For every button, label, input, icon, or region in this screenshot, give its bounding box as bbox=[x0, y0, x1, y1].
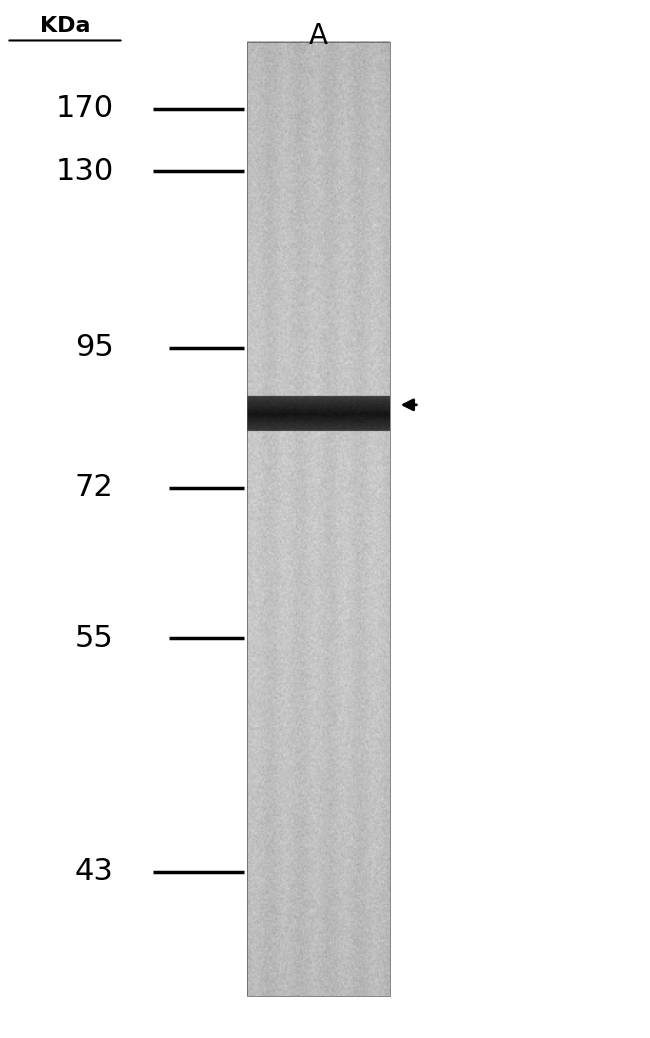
Text: KDa: KDa bbox=[40, 16, 90, 36]
Bar bbox=[247, 42, 390, 996]
Text: A: A bbox=[309, 23, 328, 50]
Text: 55: 55 bbox=[75, 624, 114, 653]
Text: 72: 72 bbox=[75, 473, 114, 502]
Text: 170: 170 bbox=[56, 94, 114, 124]
Text: 43: 43 bbox=[75, 857, 114, 886]
Text: 95: 95 bbox=[75, 333, 114, 362]
Text: 130: 130 bbox=[55, 157, 114, 186]
